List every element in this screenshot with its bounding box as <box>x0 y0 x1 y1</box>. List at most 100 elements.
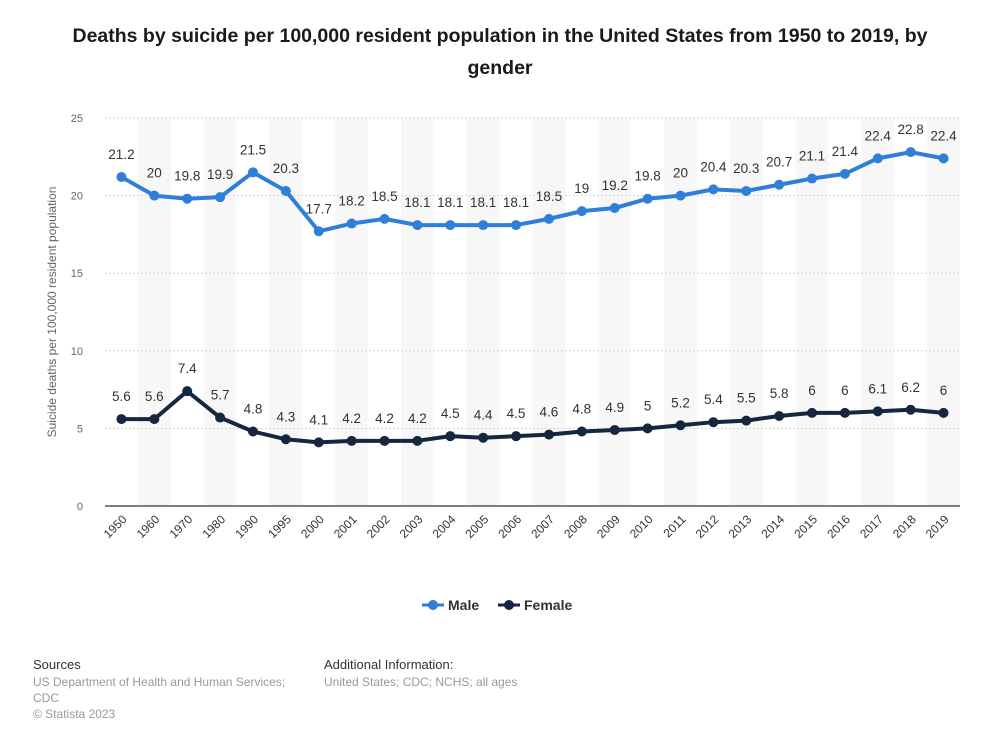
x-axis-ticks: 1950 1960 1970 1980 1990 1995 2000 2001 2002 2003… <box>101 512 952 541</box>
column-band <box>729 118 763 506</box>
grid-lines <box>105 117 960 507</box>
data-label: 18.1 <box>437 195 463 210</box>
y-tick-label: 15 <box>71 268 83 280</box>
legend-item[interactable]: Female <box>498 597 572 613</box>
data-point <box>839 168 850 179</box>
data-label: 18.5 <box>536 189 562 204</box>
data-label: 19.2 <box>602 178 628 193</box>
legend[interactable]: Male Female <box>422 597 572 613</box>
data-label: 6.2 <box>901 380 920 395</box>
data-label: 18.1 <box>503 195 529 210</box>
data-point <box>182 386 193 397</box>
x-tick-label: 2010 <box>627 512 656 541</box>
x-tick-label: 2014 <box>758 512 787 541</box>
legend-marker <box>428 600 438 610</box>
data-point <box>346 218 357 229</box>
data-label: 22.4 <box>930 128 957 143</box>
x-tick-label: 2015 <box>791 512 820 541</box>
data-label: 19.8 <box>174 169 200 184</box>
data-point <box>807 173 818 184</box>
series-line <box>119 389 946 445</box>
legend-item[interactable]: Male <box>422 597 479 613</box>
x-tick-label: 2006 <box>495 512 524 541</box>
data-label: 20.4 <box>700 159 727 174</box>
data-label: 18.1 <box>404 195 430 210</box>
data-label: 22.4 <box>865 128 892 143</box>
data-label: 20.7 <box>766 155 792 170</box>
data-label: 6 <box>841 383 849 398</box>
data-point <box>379 213 390 224</box>
data-label: 5.5 <box>737 391 756 406</box>
y-axis-label: Suicide deaths per 100,000 resident popu… <box>45 187 59 438</box>
column-band <box>861 118 895 506</box>
data-label: 5.7 <box>211 388 230 403</box>
x-tick-label: 2016 <box>824 512 853 541</box>
additional-info-heading: Additional Information: <box>324 657 454 672</box>
x-tick-label: 2002 <box>364 512 393 541</box>
y-tick-label: 25 <box>71 113 83 125</box>
x-tick-label: 2009 <box>594 512 623 541</box>
data-point <box>478 432 489 443</box>
data-point <box>116 171 127 182</box>
legend-marker <box>504 600 514 610</box>
x-tick-label: 2000 <box>298 512 327 541</box>
data-label: 20 <box>673 166 688 181</box>
data-point <box>905 404 916 415</box>
data-label: 5 <box>644 398 652 413</box>
series-line <box>119 150 946 234</box>
data-label: 5.4 <box>704 392 723 407</box>
data-point <box>247 167 258 178</box>
data-label: 4.2 <box>342 411 361 426</box>
data-label: 20.3 <box>273 161 299 176</box>
data-label: 7.4 <box>178 361 197 376</box>
data-point <box>346 435 357 446</box>
sources-line-1: US Department of Health and Human Servic… <box>33 675 286 689</box>
data-label: 17.7 <box>306 201 332 216</box>
x-tick-label: 2012 <box>693 512 722 541</box>
column-band <box>466 118 500 506</box>
data-point <box>905 147 916 158</box>
data-point <box>116 414 127 425</box>
data-label: 4.3 <box>276 409 295 424</box>
data-label: 6 <box>808 383 816 398</box>
legend-label: Female <box>524 597 572 613</box>
data-point <box>445 220 456 231</box>
data-point <box>741 185 752 196</box>
data-point <box>872 153 883 164</box>
x-tick-label: 1990 <box>232 512 261 541</box>
data-point <box>741 415 752 426</box>
sources-block: Sources US Department of Health and Huma… <box>33 657 303 722</box>
column-band <box>400 118 434 506</box>
data-label: 4.6 <box>540 405 559 420</box>
data-point <box>511 220 522 231</box>
legend-label: Male <box>448 597 479 613</box>
line-chart: 0 5 10 15 20 25 Suicide deaths per 100,000 re… <box>45 113 960 613</box>
data-point <box>280 185 291 196</box>
data-point <box>412 220 423 231</box>
column-band <box>269 118 303 506</box>
data-label: 18.5 <box>371 189 397 204</box>
data-label: 4.4 <box>474 408 493 423</box>
data-label: 5.6 <box>145 389 164 404</box>
data-label: 20.3 <box>733 161 759 176</box>
data-label: 21.4 <box>832 144 859 159</box>
data-label: 4.2 <box>408 411 427 426</box>
data-label: 21.5 <box>240 142 266 157</box>
x-tick-label: 2018 <box>890 512 919 541</box>
data-label: 4.5 <box>441 406 460 421</box>
data-point <box>839 407 850 418</box>
data-point <box>412 435 423 446</box>
x-tick-label: 1970 <box>167 512 196 541</box>
data-label: 19.9 <box>207 167 233 182</box>
x-tick-label: 2011 <box>660 512 688 540</box>
data-point <box>675 190 686 201</box>
data-point <box>609 424 620 435</box>
data-point <box>445 431 456 442</box>
x-tick-label: 2003 <box>397 512 426 541</box>
data-point <box>313 437 324 448</box>
copyright: © Statista 2023 <box>33 707 116 721</box>
x-tick-label: 1980 <box>199 512 228 541</box>
data-label: 4.9 <box>605 400 624 415</box>
data-point <box>182 193 193 204</box>
y-tick-label: 0 <box>77 501 83 513</box>
